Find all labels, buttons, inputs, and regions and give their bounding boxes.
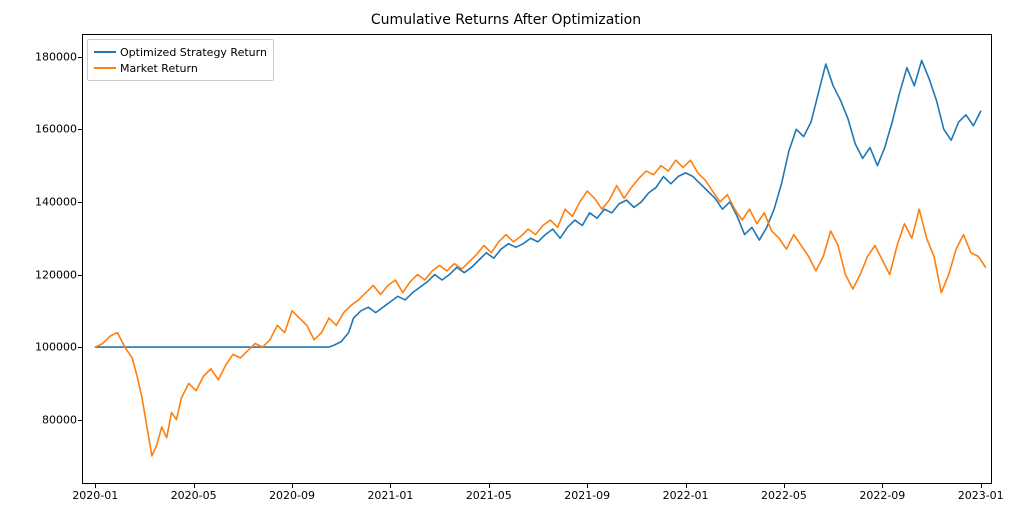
- xtick-label: 2022-09: [859, 483, 905, 502]
- xtick-label: 2020-01: [72, 483, 118, 502]
- figure: Cumulative Returns After Optimization Op…: [0, 0, 1012, 528]
- lines-layer: [83, 35, 993, 485]
- xtick-label: 2020-05: [171, 483, 217, 502]
- legend-label-market: Market Return: [120, 62, 198, 75]
- xtick-label: 2023-01: [958, 483, 1004, 502]
- plot-area: Optimized Strategy Return Market Return …: [82, 34, 992, 484]
- ytick-label: 180000: [35, 50, 83, 63]
- ytick-label: 140000: [35, 195, 83, 208]
- xtick-label: 2022-05: [761, 483, 807, 502]
- line-market-return: [95, 160, 985, 456]
- ytick-label: 120000: [35, 268, 83, 281]
- legend-swatch-optimized: [94, 51, 116, 53]
- legend-label-optimized: Optimized Strategy Return: [120, 46, 267, 59]
- chart-title: Cumulative Returns After Optimization: [0, 12, 1012, 28]
- xtick-label: 2021-01: [367, 483, 413, 502]
- xtick-label: 2020-09: [269, 483, 315, 502]
- legend-item-market: Market Return: [94, 60, 267, 76]
- ytick-label: 80000: [42, 413, 83, 426]
- legend-item-optimized: Optimized Strategy Return: [94, 44, 267, 60]
- xtick-label: 2021-05: [466, 483, 512, 502]
- legend-swatch-market: [94, 67, 116, 69]
- line-optimized-strategy: [95, 60, 980, 347]
- ytick-label: 160000: [35, 123, 83, 136]
- ytick-label: 100000: [35, 341, 83, 354]
- xtick-label: 2021-09: [564, 483, 610, 502]
- legend: Optimized Strategy Return Market Return: [87, 39, 274, 81]
- xtick-label: 2022-01: [663, 483, 709, 502]
